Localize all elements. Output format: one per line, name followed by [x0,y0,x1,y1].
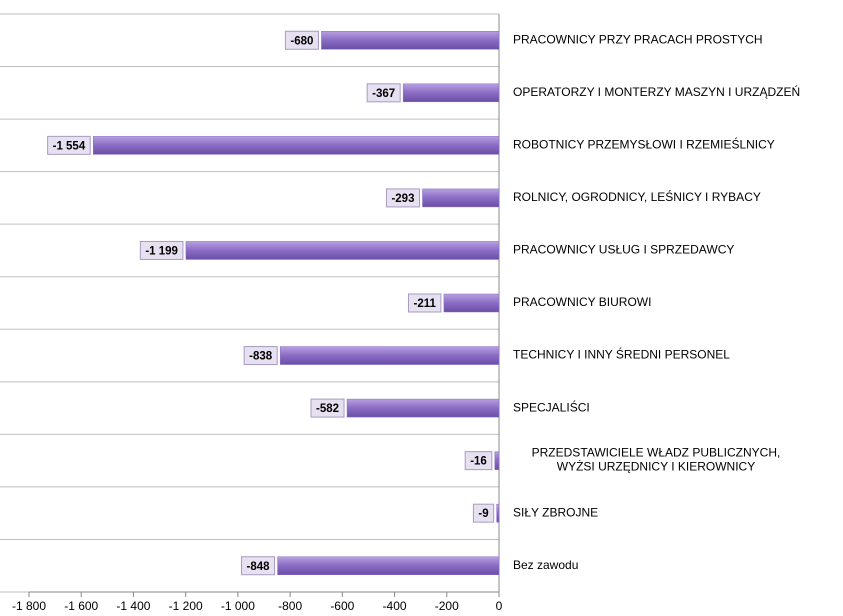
bar [277,556,500,575]
value-label-box [385,188,420,208]
category-label: PRZEDSTAWICIELE WŁADZ PUBLICZNYCH, WYŻSI … [532,446,781,474]
bar [496,503,500,523]
x-tick-label: -1 800 [12,599,46,613]
value-label: -9 [478,508,488,520]
bar [321,31,500,50]
x-tick-label: -800 [278,599,302,613]
value-label: -1 554 [53,140,86,152]
bar [185,241,500,260]
x-tick-label: -1 600 [64,599,98,613]
value-label-box [366,83,401,103]
value-label: -582 [316,403,339,415]
value-label: -848 [247,561,271,573]
bar [422,188,500,208]
value-label: -16 [470,456,487,468]
bar [402,83,500,103]
x-tick-label: -1 000 [221,599,255,613]
value-label-box [139,240,184,260]
value-label-box [472,503,495,523]
value-label: -367 [372,88,395,100]
bar [494,451,500,470]
category-label: SIŁY ZBROJNE [513,505,598,519]
value-label-box [243,346,278,366]
x-tick-label: 0 [496,599,503,613]
bar [279,346,500,365]
category-label: ROLNICY, OGRODNICY, LEŚNICY I RYBACY [513,189,761,204]
value-label-box [310,398,345,418]
value-label-box [464,451,493,471]
bar [346,398,500,418]
value-label: -211 [414,298,437,310]
bar [443,293,500,313]
value-label: -838 [249,351,273,363]
value-label: -680 [290,35,313,47]
value-label-box [241,556,276,576]
category-label: TECHNICY I INNY ŚREDNI PERSONEL [513,347,730,362]
x-tick-label: -400 [383,599,407,613]
value-label-box [47,135,91,155]
value-label-box [408,293,442,313]
x-tick-label: -600 [330,599,354,613]
x-tick-label: -200 [435,599,459,613]
category-label: Bez zawodu [513,558,578,572]
category-label: ROBOTNICY PRZEMYSŁOWI I RZEMIEŚLNICY [513,137,775,152]
x-tick-label: -1 400 [116,599,150,613]
category-label: PRACOWNICY PRZY PRACACH PROSTYCH [513,32,763,46]
category-label: PRACOWNICY USŁUG I SPRZEDAWCY [513,243,734,257]
value-label: -293 [391,193,414,205]
bar [92,136,500,155]
category-label: OPERATORZY I MONTERZY MASZYN I URZĄDZEŃ [513,84,800,99]
x-tick-label: -1 200 [169,599,203,613]
value-label-box [284,30,319,50]
category-label: PRACOWNICY BIUROWI [513,295,651,309]
value-label: -1 199 [145,245,178,257]
category-label: SPECJALIŚCI [513,399,590,414]
